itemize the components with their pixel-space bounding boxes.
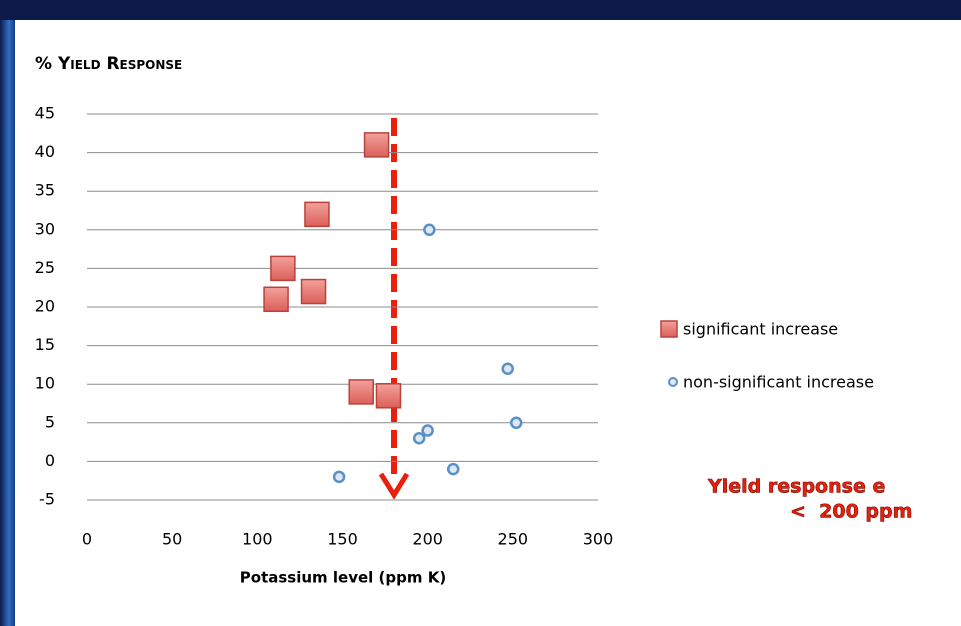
- point: [300, 278, 327, 305]
- slide-body: [15, 20, 961, 626]
- legend-marker: [668, 377, 678, 387]
- chart-title: % Yield Response: [35, 54, 182, 74]
- top-frame: [0, 0, 961, 20]
- x-axis-label: Potassium level (ppm K): [240, 569, 446, 587]
- point: [509, 416, 523, 430]
- point: [446, 462, 460, 476]
- y-tick-label: 10: [35, 374, 55, 393]
- point: [270, 255, 296, 282]
- y-tick-label: 20: [35, 297, 55, 316]
- point: [332, 470, 346, 484]
- legend-label: significant increase: [683, 320, 838, 339]
- point: [412, 431, 426, 445]
- side-frame: [0, 20, 15, 626]
- x-tick-label: 300: [583, 530, 614, 549]
- x-tick-label: 150: [327, 530, 358, 549]
- point: [348, 379, 374, 405]
- threshold-arrow: [378, 118, 410, 500]
- x-tick-label: 0: [82, 530, 92, 549]
- y-tick-label: -5: [39, 490, 55, 509]
- x-tick-label: 250: [498, 530, 529, 549]
- annotation: Yield response e: [707, 476, 885, 498]
- y-tick-label: 5: [45, 412, 55, 431]
- y-tick-label: 15: [35, 335, 55, 354]
- y-tick-label: 35: [35, 181, 55, 200]
- point: [263, 286, 289, 313]
- y-tick-label: 45: [35, 104, 55, 123]
- x-tick-label: 100: [242, 530, 273, 549]
- legend-marker: [660, 320, 678, 338]
- x-tick-label: 50: [162, 530, 182, 549]
- point: [304, 201, 330, 228]
- y-tick-label: 40: [35, 142, 55, 161]
- point: [375, 383, 402, 409]
- point: [363, 132, 390, 158]
- y-tick-label: 0: [45, 451, 55, 470]
- annotation: < 200 ppm: [790, 501, 912, 523]
- legend-label: non-significant increase: [683, 373, 874, 392]
- point: [501, 362, 514, 376]
- y-tick-label: 25: [35, 258, 55, 277]
- y-tick-label: 30: [35, 219, 55, 238]
- x-tick-label: 200: [412, 530, 443, 549]
- point: [423, 223, 436, 237]
- point: [421, 424, 434, 437]
